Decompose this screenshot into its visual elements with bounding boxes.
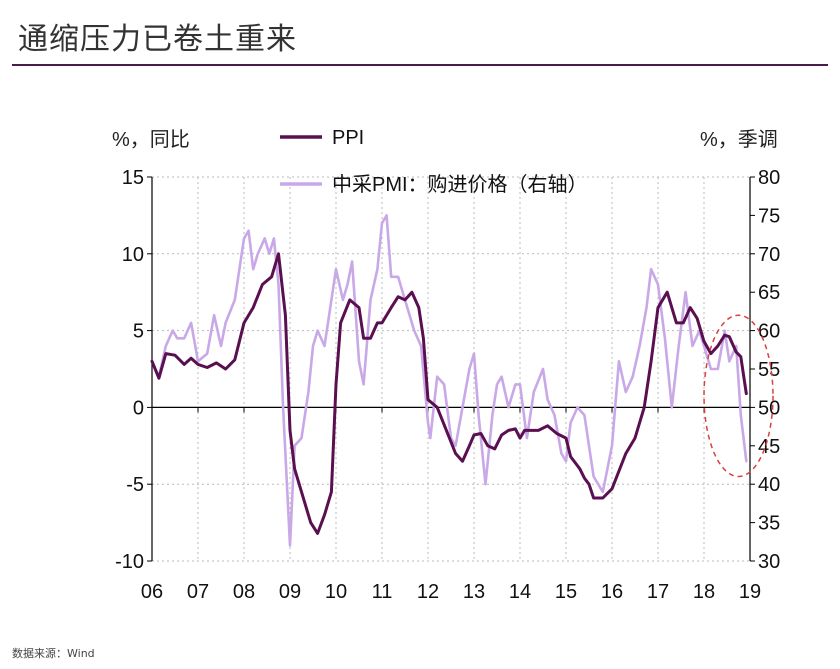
right-tick-label: 50 (758, 397, 780, 419)
legend: PPI 中采PMI：购进价格（右轴） (280, 127, 588, 196)
x-axis-ticks: 06 07 08 09 10 11 12 13 14 15 16 17 18 19 (141, 407, 761, 603)
x-tick-label: 11 (372, 581, 393, 603)
x-tick-label: 07 (187, 581, 209, 603)
left-tick-label: 0 (133, 397, 144, 419)
x-tick-label: 15 (555, 581, 577, 603)
right-tick-label: 80 (758, 167, 780, 189)
annotation (703, 314, 774, 478)
pmi-purchase-price-series-line (150, 214, 748, 547)
right-tick-label: 70 (758, 244, 780, 266)
right-tick-label: 30 (758, 551, 780, 573)
title-divider (12, 64, 828, 66)
highlight-ellipse (703, 314, 774, 478)
left-tick-label: 10 (122, 244, 144, 266)
plot-frame (151, 177, 751, 561)
source-note: 数据来源：Wind (12, 647, 95, 660)
page-title: 通缩压力已卷土重来 (18, 22, 297, 57)
right-tick-label: 40 (758, 474, 780, 496)
left-axis-label: %，同比 (112, 128, 190, 151)
x-tick-label: 12 (417, 581, 439, 603)
x-tick-label: 19 (739, 581, 761, 603)
left-axis-ticks: -10 -5 0 5 10 15 (115, 167, 152, 573)
gridlines (151, 176, 751, 562)
left-tick-label: 5 (133, 321, 144, 343)
x-tick-label: 16 (601, 581, 623, 603)
legend-label: 中采PMI：购进价格（右轴） (332, 173, 588, 196)
left-tick-label: 15 (122, 167, 144, 189)
x-tick-label: 18 (693, 581, 715, 603)
x-tick-label: 06 (141, 581, 163, 603)
legend-label: PPI (332, 127, 364, 149)
series-lines (150, 214, 748, 547)
x-tick-label: 08 (233, 581, 255, 603)
x-tick-label: 09 (279, 581, 301, 603)
right-tick-label: 65 (758, 282, 780, 304)
right-axis-label: %，季调 (700, 128, 778, 151)
right-tick-label: 45 (758, 436, 780, 458)
right-tick-label: 60 (758, 321, 780, 343)
left-tick-label: -5 (126, 474, 144, 496)
x-tick-label: 14 (509, 581, 531, 603)
right-tick-label: 35 (758, 513, 780, 535)
right-tick-label: 55 (758, 359, 780, 381)
right-tick-label: 75 (758, 205, 780, 227)
left-tick-label: -10 (115, 551, 144, 573)
right-axis-ticks: 30 35 40 45 50 55 60 65 70 75 80 (750, 167, 780, 573)
x-tick-label: 13 (463, 581, 485, 603)
x-tick-label: 17 (647, 581, 669, 603)
ppi-series-line (150, 252, 748, 535)
x-tick-label: 10 (325, 581, 347, 603)
